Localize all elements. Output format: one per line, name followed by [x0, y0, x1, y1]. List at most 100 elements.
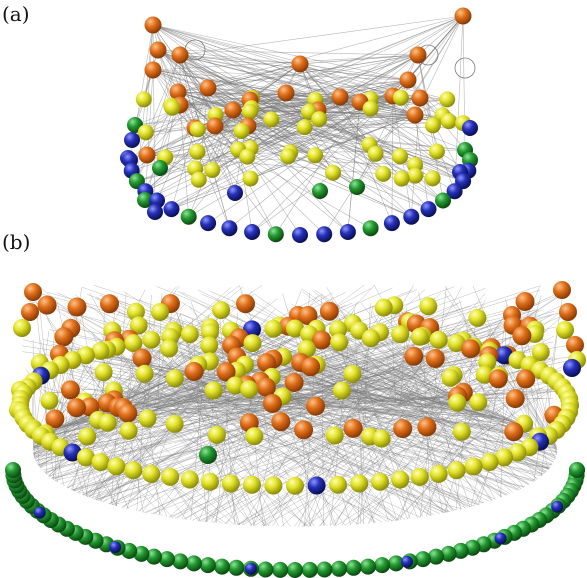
- network-edge: [207, 54, 419, 89]
- blue-node: [124, 132, 140, 148]
- network-edge: [317, 109, 384, 175]
- orange-node: [257, 353, 276, 373]
- green-ring-node: [440, 545, 457, 562]
- yellow-node: [243, 475, 261, 494]
- network-edge: [146, 87, 209, 156]
- orange-node: [516, 369, 536, 389]
- network-edge: [152, 24, 421, 99]
- orange-node: [60, 380, 80, 400]
- network-edge: [157, 49, 321, 192]
- yellow-node: [286, 476, 304, 495]
- network-edge: [93, 295, 558, 500]
- yellow-node: [391, 325, 410, 344]
- orange-node: [284, 373, 304, 392]
- network-edge: [338, 332, 464, 412]
- blue-node: [33, 506, 46, 519]
- yellow-node: [480, 453, 499, 472]
- yellow-node: [135, 364, 154, 383]
- yellow-node: [137, 124, 154, 141]
- green-ring-node: [360, 558, 376, 575]
- network-edge: [136, 290, 253, 410]
- network-edge: [151, 359, 467, 408]
- blue-node: [292, 227, 308, 243]
- network-edge: [375, 391, 409, 402]
- orange-node: [504, 422, 524, 442]
- network-edge: [179, 54, 421, 99]
- yellow-node: [332, 381, 351, 400]
- blue-node: [200, 215, 217, 232]
- yellow-node: [495, 448, 514, 467]
- orange-node: [454, 7, 472, 25]
- network-edge: [251, 95, 394, 233]
- yellow-node: [91, 453, 110, 472]
- network-edge: [179, 54, 402, 179]
- network-edge: [179, 54, 248, 157]
- green-ring-node: [133, 545, 150, 562]
- green-ring-node: [159, 551, 175, 568]
- yellow-node: [329, 475, 347, 494]
- yellow-node: [13, 319, 31, 337]
- yellow-node: [367, 145, 384, 162]
- node-layer-a: [120, 7, 478, 243]
- network-edge: [73, 398, 239, 491]
- orange-node: [488, 369, 508, 389]
- network-edge: [147, 305, 156, 408]
- network-edge: [179, 15, 464, 56]
- blue-node: [494, 532, 507, 545]
- orange-node: [343, 418, 363, 438]
- yellow-node: [226, 376, 245, 395]
- network-edge: [309, 366, 366, 527]
- network-edge: [145, 109, 319, 133]
- network-edge: [115, 371, 153, 506]
- blue-node: [446, 183, 463, 200]
- orange-node: [216, 362, 236, 382]
- orange-node: [138, 146, 156, 164]
- network-edge: [152, 69, 409, 81]
- orange-node: [417, 417, 437, 437]
- network-edge: [98, 356, 383, 523]
- yellow-node: [40, 391, 59, 410]
- blue-node: [401, 555, 413, 568]
- yellow-node: [372, 429, 391, 448]
- yellow-node: [311, 111, 328, 128]
- orange-node: [404, 346, 424, 366]
- yellow-node: [119, 421, 138, 440]
- yellow-node: [448, 393, 467, 412]
- yellow-node: [161, 467, 180, 486]
- panel-label-a: (a): [2, 2, 30, 26]
- network-edge: [169, 397, 474, 518]
- network-edge: [54, 351, 102, 502]
- yellow-node: [94, 363, 113, 382]
- blue-node: [147, 204, 163, 220]
- network-edge: [347, 101, 361, 233]
- yellow-node: [201, 323, 219, 342]
- yellow-node: [375, 165, 392, 182]
- yellow-node: [124, 334, 143, 353]
- yellow-node: [201, 472, 219, 491]
- network-edge: [152, 24, 172, 106]
- green-node: [267, 226, 284, 243]
- yellow-node: [165, 369, 184, 388]
- yellow-node: [429, 464, 448, 483]
- network-edge: [249, 99, 469, 171]
- yellow-node: [391, 470, 410, 489]
- yellow-node: [221, 474, 240, 493]
- network-edge: [417, 15, 464, 56]
- network-edge: [48, 391, 518, 424]
- yellow-node: [393, 170, 410, 187]
- orange-node: [291, 55, 309, 73]
- network-edge: [454, 15, 464, 192]
- green-node: [312, 183, 328, 199]
- yellow-node: [263, 111, 280, 128]
- network-edge: [359, 101, 464, 182]
- green-ring-node: [272, 561, 289, 578]
- blue-node: [221, 220, 238, 237]
- green-node: [349, 179, 365, 195]
- yellow-node: [204, 162, 221, 178]
- orange-node: [45, 409, 65, 429]
- green-node: [435, 192, 451, 209]
- yellow-node: [343, 365, 362, 383]
- green-ring-node: [316, 561, 333, 578]
- orange-node: [184, 362, 204, 381]
